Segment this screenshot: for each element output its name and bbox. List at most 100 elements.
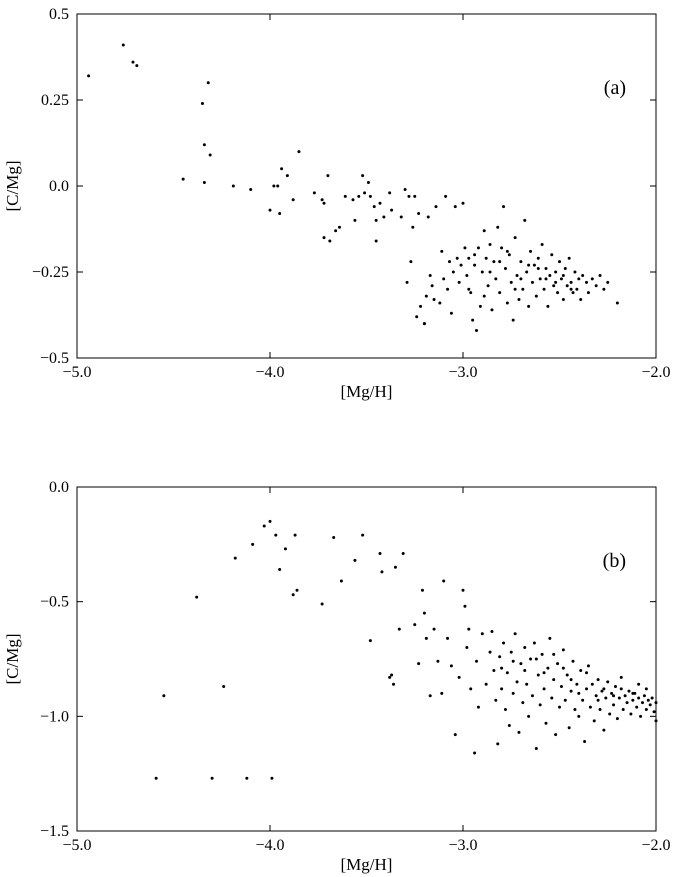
data-point <box>648 703 652 707</box>
data-point <box>596 698 600 702</box>
data-point <box>559 277 563 281</box>
data-point <box>476 246 480 250</box>
data-point <box>498 291 502 295</box>
data-point <box>424 294 428 298</box>
data-point <box>438 301 442 305</box>
data-point <box>629 712 633 716</box>
data-point <box>530 694 534 698</box>
data-point <box>573 707 577 711</box>
data-point <box>500 666 504 670</box>
data-point <box>563 267 567 271</box>
data-point <box>511 691 515 695</box>
data-point <box>540 242 544 246</box>
data-point <box>382 215 386 219</box>
data-point <box>434 205 438 209</box>
data-point <box>233 556 237 560</box>
data-point <box>552 678 556 682</box>
y-tick-label: −0.5 <box>40 594 69 611</box>
y-axis-label: [C/Mg] <box>3 634 22 685</box>
x-tick-label: −2.0 <box>641 837 670 854</box>
data-point <box>449 664 453 668</box>
data-point <box>469 687 473 691</box>
x-tick-label: −4.0 <box>255 364 284 381</box>
data-point <box>368 639 372 643</box>
data-point <box>548 636 552 640</box>
data-point <box>542 687 546 691</box>
data-point <box>368 194 372 198</box>
data-point <box>473 751 477 755</box>
data-point <box>401 552 405 556</box>
data-point <box>403 187 407 191</box>
panel-label: (b) <box>603 550 626 572</box>
y-tick-label: −1.0 <box>40 708 69 725</box>
data-point <box>422 322 426 326</box>
data-point <box>625 701 629 705</box>
data-point <box>527 304 531 308</box>
data-point <box>561 273 565 277</box>
data-point <box>511 318 515 322</box>
data-point <box>536 256 540 260</box>
data-point <box>644 687 648 691</box>
data-point <box>353 558 357 562</box>
data-point <box>378 201 382 205</box>
data-point <box>500 687 504 691</box>
data-point <box>405 280 409 284</box>
data-point <box>488 270 492 274</box>
data-point <box>521 287 525 291</box>
data-point <box>554 270 558 274</box>
data-point <box>592 719 596 723</box>
data-point <box>320 602 324 606</box>
data-point <box>272 184 276 188</box>
data-point <box>482 294 486 298</box>
data-point <box>544 267 548 271</box>
data-point <box>579 668 583 672</box>
panel-b: −5.0 −4.0 −3.0 −2.0 −1.5 −1.0 −0.5 0.0 [Mg/H] [C/… <box>3 479 671 874</box>
data-point <box>534 746 538 750</box>
data-point <box>322 236 326 240</box>
y-axis-label: [C/Mg] <box>3 161 22 212</box>
y-tick-label: −0.25 <box>32 264 69 281</box>
data-point <box>503 707 507 711</box>
data-point <box>600 689 604 693</box>
data-point <box>424 636 428 640</box>
data-point <box>351 198 355 202</box>
x-tick-label: −3.0 <box>448 837 477 854</box>
data-point <box>612 694 616 698</box>
data-point <box>422 611 426 615</box>
data-point <box>270 776 274 780</box>
data-point <box>585 687 589 691</box>
x-axis-label: [Mg/H] <box>341 855 393 874</box>
data-point <box>465 646 469 650</box>
data-point <box>569 287 573 291</box>
data-point <box>569 678 573 682</box>
data-point <box>507 724 511 728</box>
data-point <box>372 205 376 209</box>
data-point <box>467 256 471 260</box>
data-point <box>181 177 185 181</box>
data-point <box>529 249 533 253</box>
data-point <box>417 212 421 216</box>
data-point <box>444 194 448 198</box>
data-point <box>473 263 477 267</box>
data-point <box>505 671 509 675</box>
data-point <box>380 570 384 574</box>
data-point <box>525 682 529 686</box>
data-point <box>563 698 567 702</box>
data-point <box>577 691 581 695</box>
x-axis-label: [Mg/H] <box>341 382 393 401</box>
data-point <box>461 201 465 205</box>
data-point <box>558 705 561 709</box>
data-point <box>440 691 444 695</box>
data-point <box>417 662 421 666</box>
data-point <box>426 215 430 219</box>
data-point <box>490 308 494 312</box>
data-point <box>397 627 401 631</box>
x-tick-label: −5.0 <box>62 364 91 381</box>
data-point <box>635 705 639 709</box>
data-point <box>556 662 560 666</box>
data-point <box>519 260 523 264</box>
data-point <box>507 253 511 257</box>
data-point <box>465 273 469 277</box>
data-point <box>554 280 558 284</box>
data-point <box>631 698 635 702</box>
